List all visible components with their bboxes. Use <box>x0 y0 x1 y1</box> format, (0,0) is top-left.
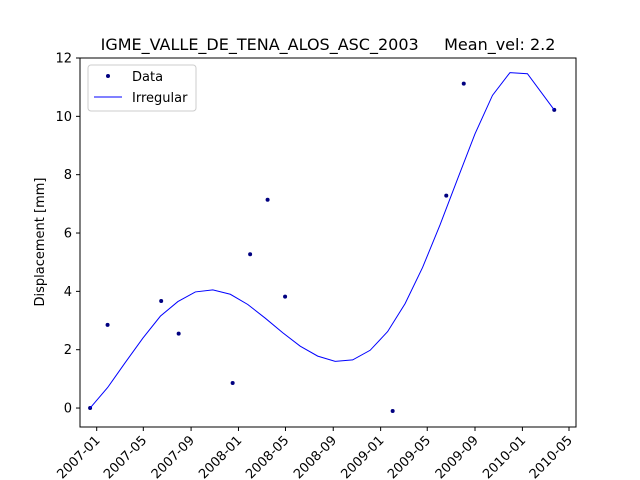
series-line-irregular <box>89 72 555 409</box>
chart-title: IGME_VALLE_DE_TENA_ALOS_ASC_2003 Mean_ve… <box>101 35 556 55</box>
y-tick-label: 0 <box>64 402 72 417</box>
data-point <box>159 298 164 303</box>
y-tick-label: 12 <box>55 52 72 67</box>
y-tick-label: 2 <box>64 343 72 358</box>
data-point <box>283 294 288 299</box>
legend-label: Data <box>132 70 163 85</box>
y-tick-label: 4 <box>64 285 72 300</box>
data-point <box>390 408 395 413</box>
data-point <box>444 193 449 198</box>
data-point <box>265 197 270 202</box>
y-tick-label: 8 <box>64 168 72 183</box>
plot-area <box>88 72 557 413</box>
data-point <box>461 81 466 86</box>
data-point <box>230 380 235 385</box>
legend: Data Irregular <box>87 64 197 112</box>
legend-box <box>87 64 197 112</box>
axes-frame <box>79 57 577 428</box>
legend-swatch-marker <box>106 74 110 78</box>
y-tick-label: 10 <box>55 110 72 125</box>
legend-label: Irregular <box>132 91 188 106</box>
data-point <box>105 322 110 327</box>
y-tick-label: 6 <box>64 227 72 242</box>
data-point <box>176 331 181 336</box>
data-point <box>248 252 253 257</box>
y-axis-label: Displacement [mm] <box>33 178 48 307</box>
